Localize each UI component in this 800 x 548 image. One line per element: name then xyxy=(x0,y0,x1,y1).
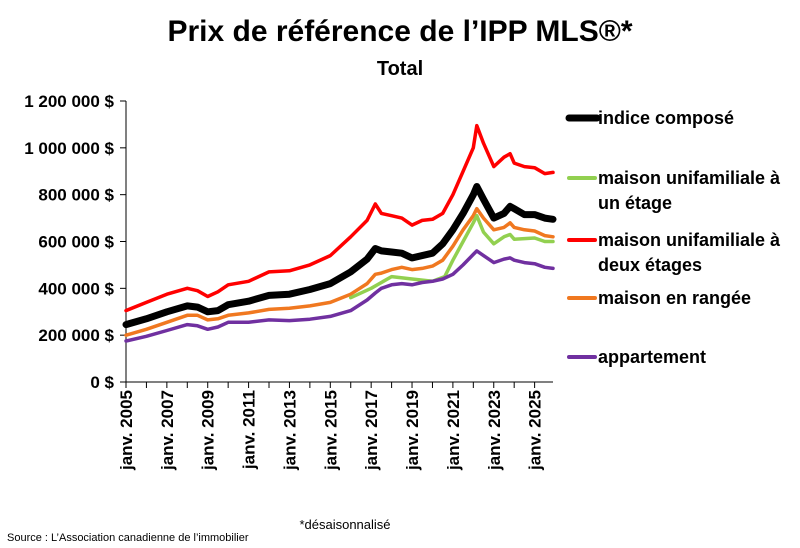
legend-entry-2: maison unifamiliale à deux étages xyxy=(567,230,781,275)
x-tick-label: janv. 2023 xyxy=(485,390,504,471)
series-line-1 xyxy=(348,213,555,300)
chart-subtitle: Total xyxy=(377,58,423,80)
x-tick-label: janv. 2021 xyxy=(444,390,463,471)
legend-label: indice composé xyxy=(598,108,734,128)
x-tick-label: janv. 2017 xyxy=(362,390,381,471)
x-tick-label: janv. 2005 xyxy=(117,390,136,471)
legend-label: maison en rangée xyxy=(598,288,751,308)
legend-label: un étage xyxy=(598,193,672,213)
legend-label: maison unifamiliale à xyxy=(598,230,781,250)
chart-note: *désaisonnalisé xyxy=(299,517,390,532)
legend-label: appartement xyxy=(598,347,706,367)
y-tick-label: 400 000 $ xyxy=(38,279,114,298)
legend-entry-0: indice composé xyxy=(565,108,734,128)
y-axis: 0 $ 200 000 $ 400 000 $ 600 000 $ 800 000 $ 1… xyxy=(24,92,127,392)
x-tick-label: janv. 2013 xyxy=(280,390,299,471)
legend-entry-4: appartement xyxy=(567,347,706,367)
x-tick-label: janv. 2007 xyxy=(158,390,177,471)
legend-label: maison unifamiliale à xyxy=(598,168,781,188)
series-line-2 xyxy=(124,123,555,313)
series-layer xyxy=(122,123,557,343)
x-axis: janv. 2005 janv. 2007 janv. 2009 janv. 2011… xyxy=(117,381,553,471)
series-line-4 xyxy=(124,249,555,343)
y-tick-label: 0 $ xyxy=(90,373,114,392)
series-line-0 xyxy=(122,183,557,329)
y-tick-label: 200 000 $ xyxy=(38,326,114,345)
x-tick-label: janv. 2011 xyxy=(240,390,259,470)
x-tick-label: janv. 2019 xyxy=(403,390,422,471)
y-tick-label: 1 200 000 $ xyxy=(24,92,114,111)
legend: indice composé maison unifamiliale à un ét… xyxy=(565,108,781,367)
y-tick-label: 1 000 000 $ xyxy=(24,139,114,158)
chart-title: Prix de référence de l’IPP MLS®* xyxy=(167,15,632,48)
legend-entry-1: maison unifamiliale à un étage xyxy=(567,168,781,213)
legend-entry-3: maison en rangée xyxy=(567,288,751,308)
x-tick-label: janv. 2015 xyxy=(321,390,340,471)
y-tick-label: 800 000 $ xyxy=(38,186,114,205)
x-tick-label: janv. 2025 xyxy=(526,390,545,471)
legend-label: deux étages xyxy=(598,255,702,275)
x-tick-label: janv. 2009 xyxy=(199,390,218,471)
series-line-3 xyxy=(124,206,555,337)
chart-source: Source : L’Association canadienne de l’i… xyxy=(7,532,249,544)
y-tick-label: 600 000 $ xyxy=(38,233,114,252)
